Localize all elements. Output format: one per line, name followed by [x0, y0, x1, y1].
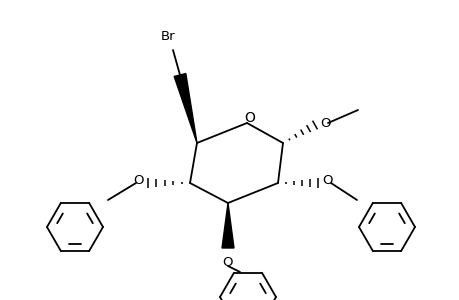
- Text: O: O: [321, 175, 332, 188]
- Text: O: O: [319, 116, 330, 130]
- Text: Br: Br: [160, 30, 175, 43]
- Polygon shape: [174, 74, 196, 143]
- Text: O: O: [222, 256, 233, 269]
- Text: O: O: [244, 111, 255, 125]
- Text: O: O: [133, 175, 144, 188]
- Polygon shape: [222, 203, 234, 248]
